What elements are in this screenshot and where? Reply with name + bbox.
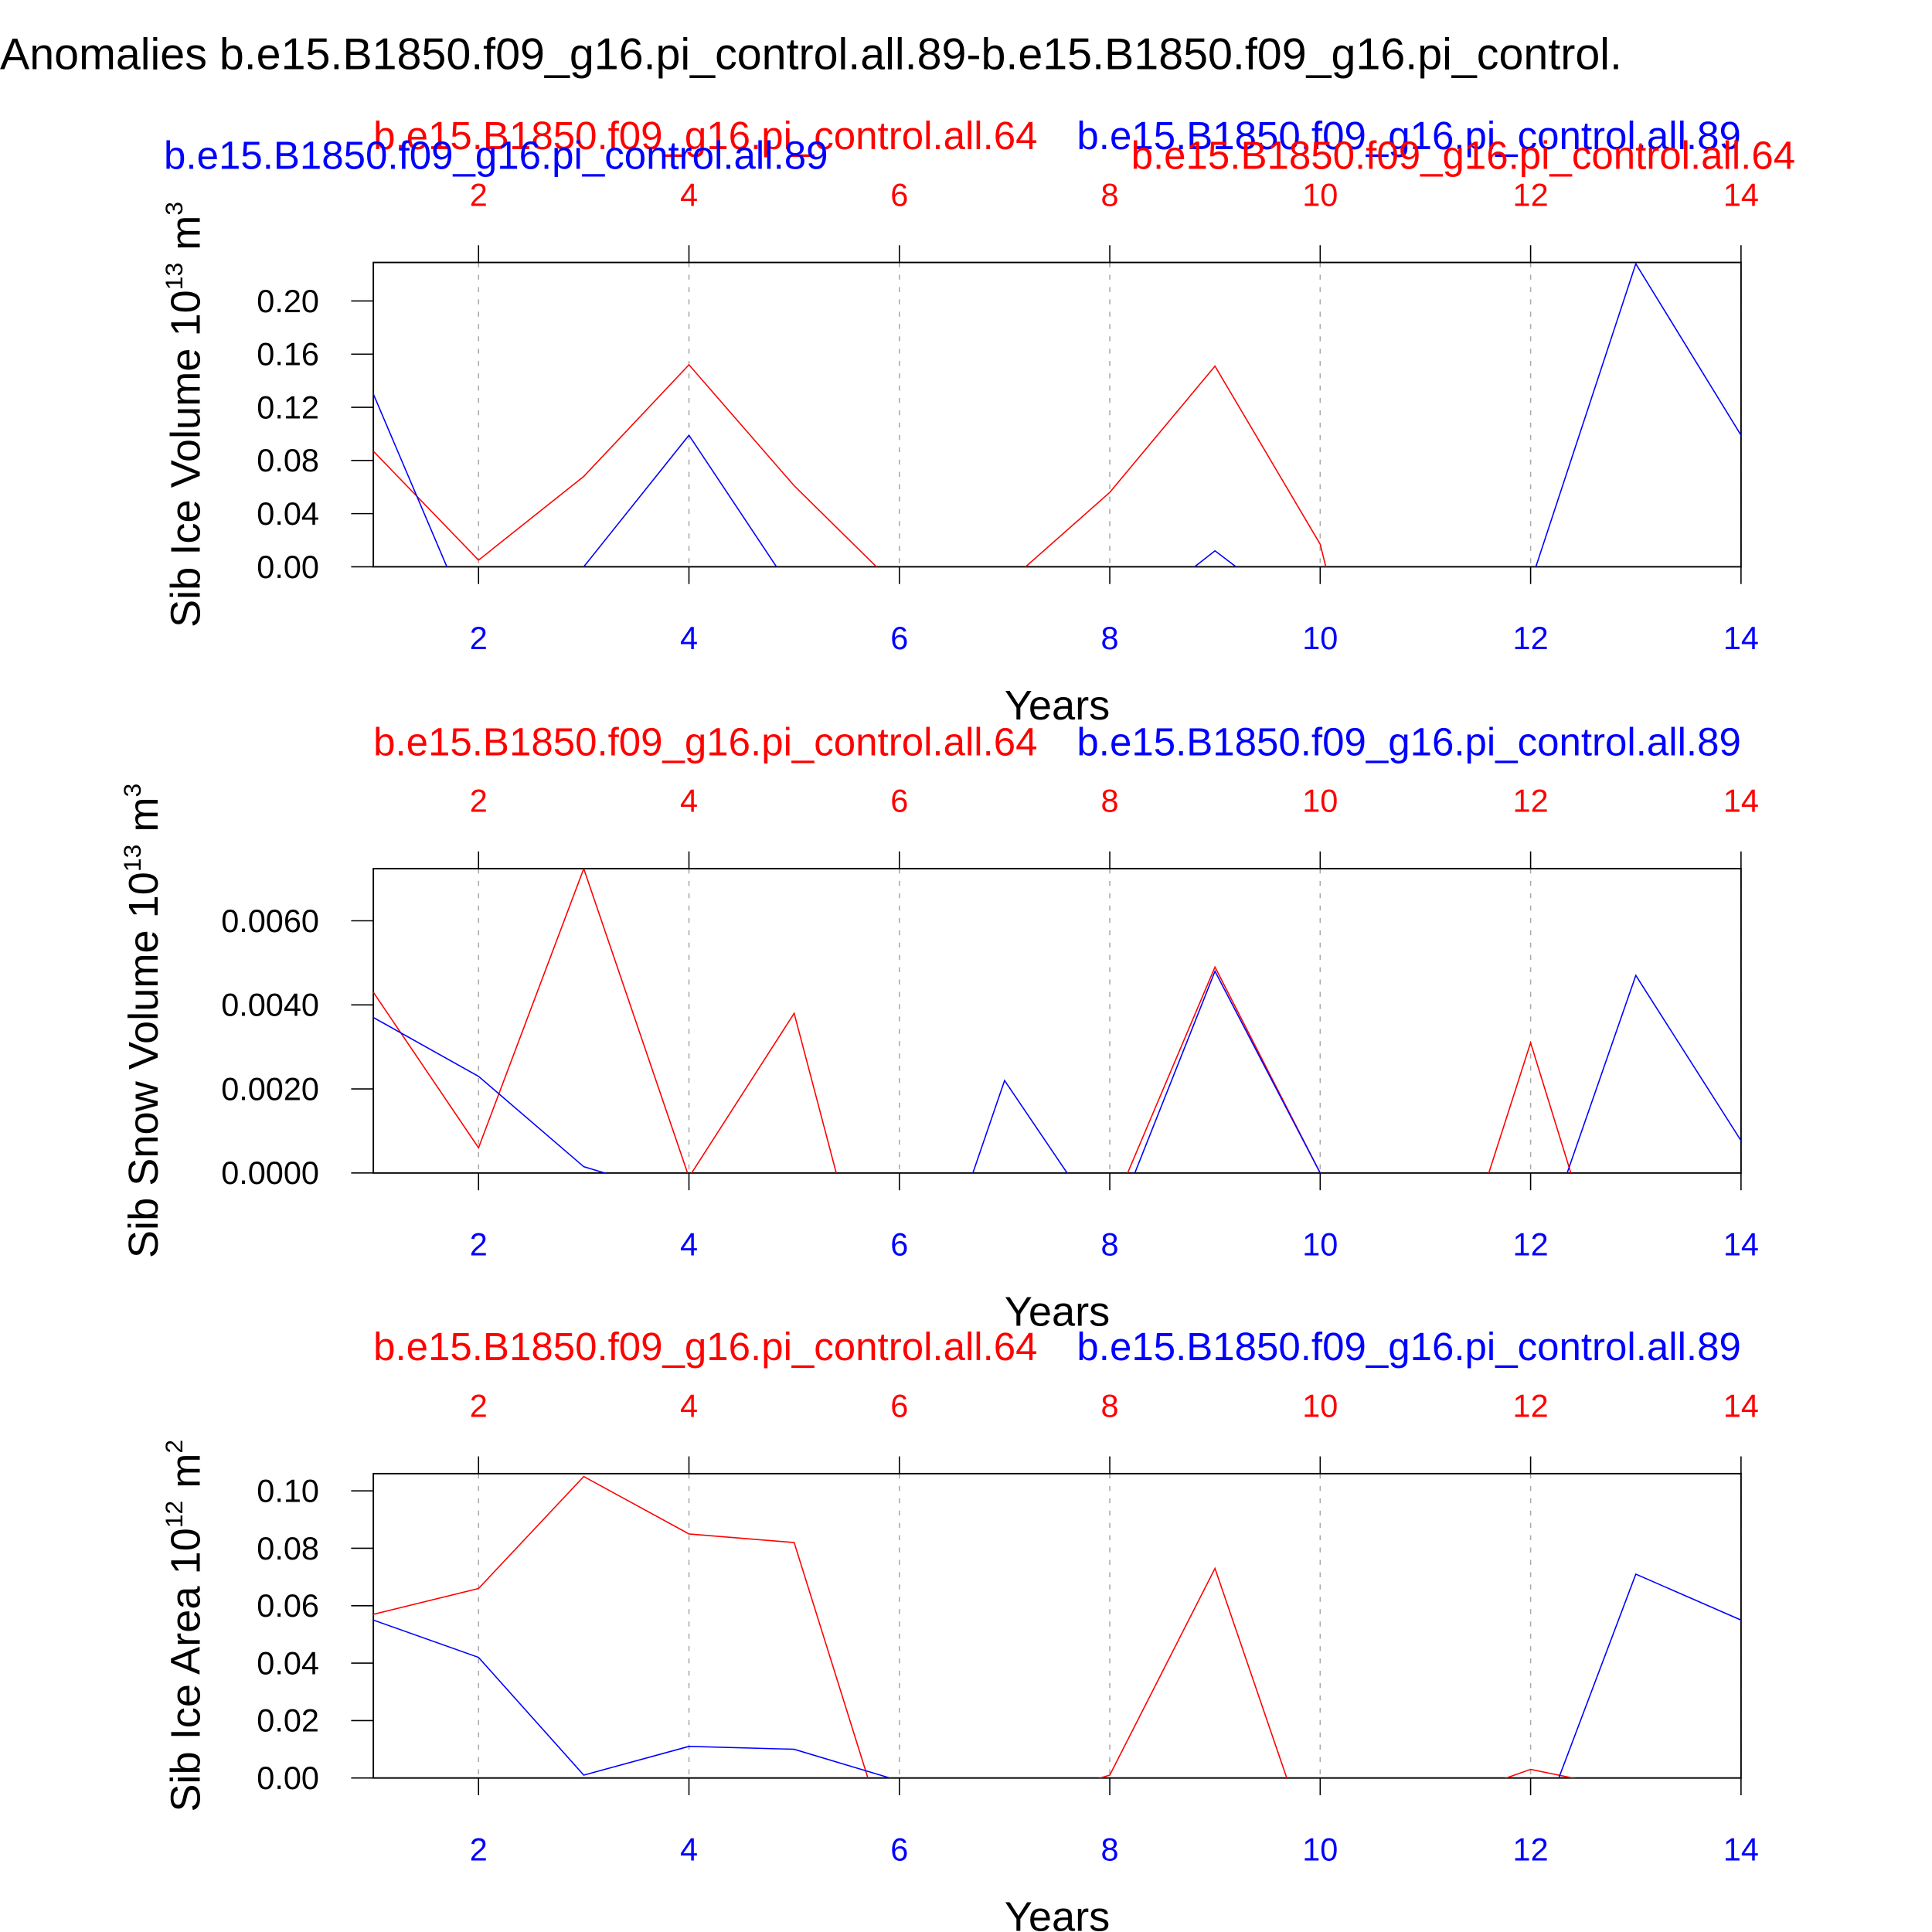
x2-tick-label: 2 [470,1388,488,1424]
x-tick-label: 12 [1513,1832,1549,1868]
x-tick-label: 10 [1302,620,1338,656]
x-tick-label: 14 [1723,1226,1759,1263]
x-tick-label: 8 [1101,1226,1119,1263]
y-label-unit-exp: 3 [118,784,146,798]
x2-tick-label: 12 [1513,176,1549,213]
x2-tick-label: 8 [1101,1388,1119,1424]
y-label-text: Sib Ice Area 10 [162,1528,209,1812]
x-axis-label: Years [1005,1893,1111,1932]
y-tick-label: 0.0000 [221,1155,319,1191]
x-tick-label: 12 [1513,620,1549,656]
y-label-text: Sib Snow Volume 10 [121,872,167,1258]
x2-tick-label: 10 [1302,783,1338,819]
y-tick-label: 0.08 [257,1530,319,1566]
y-axis-label: Sib Ice Area 1012 m2 [160,1440,209,1812]
y-label-text: Sib Ice Volume 10 [162,290,209,628]
y-tick-label: 0.0040 [221,987,319,1023]
y-tick-label: 0.06 [257,1587,319,1624]
y-label-unit: m [121,798,167,832]
x-tick-label: 2 [470,620,488,656]
x-tick-label: 14 [1723,620,1759,656]
y-tick-label: 0.00 [257,549,319,585]
y-tick-label: 0.12 [257,389,319,425]
x2-tick-label: 10 [1302,1388,1338,1424]
x2-tick-label: 14 [1723,783,1759,819]
x2-tick-label: 14 [1723,1388,1759,1424]
x-tick-label: 12 [1513,1226,1549,1263]
x2-tick-label: 12 [1513,783,1549,819]
main-title: Anomalies b.e15.B1850.f09_g16.pi_control… [0,29,1622,79]
y-label-unit-exp: 3 [160,202,188,216]
x2-tick-label: 6 [890,1388,908,1424]
plot-frame [372,868,1742,1174]
y-label-unit: m [162,1454,209,1488]
y-tick-label: 0.10 [257,1473,319,1509]
panel: 2 4 6 8 10 12 14 2 4 6 8 10 12 14 0.0000 0.0020 0.0040 0.… [118,719,1759,1335]
y-axis-label: Sib Snow Volume 1013 m3 [118,784,167,1258]
y-label-exp: 12 [160,1501,188,1528]
x-tick-label: 8 [1101,620,1119,656]
series-title: b.e15.B1850.f09_g16.pi_control.all.64 [373,1325,1037,1369]
x2-tick-label: 10 [1302,176,1338,213]
series-line [373,363,1327,567]
x2-tick-label: 8 [1101,176,1119,213]
y-tick-label: 0.08 [257,442,319,478]
x-tick-label: 6 [890,620,908,656]
y-tick-label: 0.0060 [221,903,319,939]
x-tick-label: 6 [890,1226,908,1263]
series-line [373,262,1741,567]
plot-frame [372,1472,1742,1779]
x-tick-label: 2 [470,1226,488,1263]
series-title: b.e15.B1850.f09_g16.pi_control.all.89 [1077,719,1740,764]
series-title: b.e15.B1850.f09_g16.pi_control.all.89 [164,133,828,177]
x-tick-label: 14 [1723,1832,1759,1868]
x2-tick-label: 4 [680,783,698,819]
x2-tick-label: 6 [890,176,908,213]
y-tick-label: 0.20 [257,283,319,319]
x2-tick-label: 4 [680,176,698,213]
series-line [373,969,1741,1173]
y-tick-label: 0.16 [257,336,319,372]
y-label-exp: 13 [118,845,146,872]
series-line [373,1573,1741,1778]
x2-tick-label: 12 [1513,1388,1549,1424]
x2-tick-label: 6 [890,783,908,819]
series-title: b.e15.B1850.f09_g16.pi_control.all.89 [1077,114,1740,158]
series-title: b.e15.B1850.f09_g16.pi_control.all.64 [373,719,1037,764]
y-tick-label: 0.00 [257,1760,319,1796]
x-tick-label: 4 [680,1226,698,1263]
x-axis-label: Years [1005,682,1111,729]
x2-tick-label: 4 [680,1388,698,1424]
x2-tick-label: 14 [1723,176,1759,213]
x-axis-label: Years [1005,1289,1111,1335]
series-title: b.e15.B1850.f09_g16.pi_control.all.64 [373,114,1037,158]
y-tick-label: 0.02 [257,1702,319,1739]
x2-tick-label: 2 [470,176,488,213]
y-label-unit-exp: 2 [160,1440,188,1454]
series-line [373,1475,1577,1778]
x-tick-label: 2 [470,1832,488,1868]
panel: 2 4 6 8 10 12 14 2 4 6 8 10 12 14 0.00 0.04 0.08 0.12 0.16… [160,114,1795,729]
x-tick-label: 4 [680,1832,698,1868]
x-tick-label: 8 [1101,1832,1119,1868]
y-tick-label: 0.0020 [221,1070,319,1107]
plot-frame [372,261,1742,568]
y-tick-label: 0.04 [257,495,319,532]
y-tick-label: 0.04 [257,1645,319,1681]
y-label-unit: m [162,216,209,250]
x-tick-label: 4 [680,620,698,656]
y-axis-label: Sib Ice Volume 1013 m3 [160,202,209,628]
series-title: b.e15.B1850.f09_g16.pi_control.all.64 [1131,133,1795,177]
y-label-exp: 13 [160,263,188,290]
panel: 2 4 6 8 10 12 14 2 4 6 8 10 12 14 0.00 0.02 0.04 0.06 0.08… [160,1325,1759,1932]
x-tick-label: 6 [890,1832,908,1868]
x2-tick-label: 8 [1101,783,1119,819]
x2-tick-label: 2 [470,783,488,819]
x-tick-label: 10 [1302,1226,1338,1263]
series-title: b.e15.B1850.f09_g16.pi_control.all.89 [1077,1325,1740,1369]
x-tick-label: 10 [1302,1832,1338,1868]
series-line [373,869,1572,1173]
